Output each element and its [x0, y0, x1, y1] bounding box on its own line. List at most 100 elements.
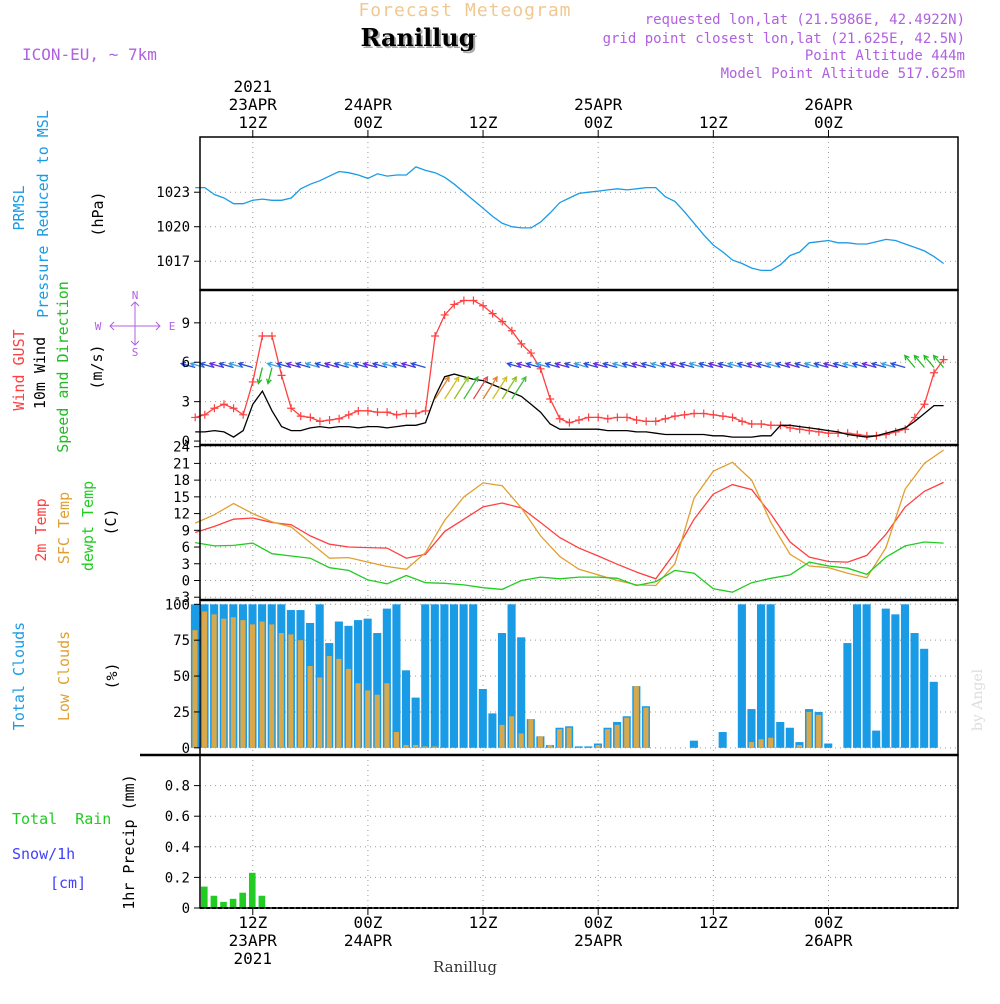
wind-gust-marker	[392, 410, 401, 419]
wind-gust-marker	[440, 310, 449, 319]
pressure-unit: (hPa)	[89, 191, 107, 236]
wind-direction-arrow	[501, 376, 517, 400]
wind-direction-arrowhead	[463, 375, 469, 383]
temperature-series-2m-temp	[195, 481, 944, 580]
wind-gust-marker	[258, 331, 267, 340]
wind-gust-marker	[517, 339, 526, 348]
wind-gust-marker	[248, 377, 257, 386]
temperature-ytick-label: 6	[182, 540, 190, 556]
wind-gust-marker	[527, 349, 536, 358]
low-clouds-bar	[643, 707, 649, 748]
wind-direction-arrowhead	[266, 378, 272, 385]
total-clouds-bar	[910, 633, 919, 748]
point-altitude: Point Altitude 444m	[805, 48, 965, 64]
wind-gust-marker	[383, 408, 392, 417]
clouds-ytick-label: 100	[165, 597, 190, 613]
total-clouds-bar	[900, 604, 910, 748]
wind-gust-marker	[219, 400, 228, 409]
total-clouds-bar	[718, 732, 727, 748]
temperature-series-dewpt-temp	[195, 541, 944, 593]
wind-direction-arrow	[660, 362, 676, 369]
precip-ytick-label: 0.8	[165, 779, 190, 795]
total-clouds-bar	[449, 604, 459, 748]
wind-direction-arrow	[852, 362, 868, 369]
wind-gust-marker	[402, 409, 411, 418]
low-clouds-bar	[432, 746, 438, 748]
temperature-ytick-label: 3	[182, 557, 190, 573]
low-clouds-bar	[374, 694, 380, 748]
wind-gust-marker	[296, 412, 305, 421]
requested-coords: requested lon,lat (21.5986E, 42.4922N)	[645, 12, 965, 28]
low-clouds-bar	[384, 683, 390, 748]
wind-direction-arrow	[718, 362, 733, 369]
location-title: Ranillug	[360, 23, 475, 52]
low-clouds-bar	[345, 668, 352, 748]
low-clouds-bar	[297, 640, 304, 748]
wind-gust-marker	[469, 296, 478, 305]
wind-gust-marker	[546, 395, 555, 404]
wind-direction-arrow	[913, 355, 925, 368]
wind-direction-arrow	[612, 362, 628, 369]
top-time-label: 00Z	[584, 113, 613, 132]
wind-direction-arrowhead	[218, 361, 225, 368]
bottom-time-label: 25APR	[574, 931, 623, 950]
top-time-label: 24APR	[344, 95, 393, 114]
precip-labels: Total Rain Snow/1h [cm] 1hr Precip (mm)	[12, 774, 138, 909]
temperature-ytick-label: 21	[173, 456, 190, 472]
wind-direction-arrow	[651, 362, 666, 369]
total-clouds-bar	[363, 618, 372, 748]
wind-direction-arrow	[933, 355, 945, 368]
low-clouds-bar	[259, 621, 265, 748]
wind-gust-marker	[239, 410, 248, 419]
wind-direction-arrowhead	[621, 361, 628, 368]
wind-direction-arrow	[593, 362, 608, 369]
precip-label-rain: Total Rain	[12, 810, 111, 828]
wind-direction-arrowhead	[640, 361, 647, 368]
low-clouds-bar	[806, 711, 812, 748]
wind-gust-marker	[191, 413, 200, 422]
wind-direction-arrow	[603, 362, 618, 369]
top-time-label: 00Z	[353, 113, 382, 132]
total-clouds-bar	[747, 709, 756, 748]
wind-direction-arrow	[833, 362, 848, 369]
wind-direction-arrow	[472, 376, 489, 400]
wind-direction-arrowhead	[736, 361, 743, 368]
low-clouds-bar	[758, 739, 764, 748]
bottom-time-label: 12Z	[699, 913, 728, 932]
compass-n: N	[132, 289, 139, 302]
temperature-ytick-label: 24	[173, 440, 190, 456]
wind-direction-arrow	[392, 362, 407, 369]
temperature-ytick-label: 9	[182, 523, 190, 539]
wind-direction-arrow	[200, 362, 215, 369]
wind-direction-arrow	[511, 376, 527, 400]
wind-direction-arrowhead	[237, 361, 244, 368]
rain-bar	[201, 886, 208, 908]
wind-direction-arrowhead	[554, 361, 561, 368]
low-clouds-bar	[547, 744, 553, 748]
wind-direction-arrow	[670, 362, 685, 369]
wind-direction-arrow	[545, 362, 560, 369]
total-clouds-bar	[430, 604, 439, 748]
wind-direction-arrow	[775, 362, 791, 369]
temperature-ytick-label: 18	[173, 473, 190, 489]
location-title-shadow: Ranillug	[362, 25, 477, 54]
low-clouds-bar	[365, 690, 371, 748]
wind-direction-arrow	[453, 376, 469, 400]
temp-label-2m: 2m Temp	[32, 498, 50, 561]
wind-gust-marker	[335, 414, 344, 423]
wind-direction-arrow	[526, 362, 541, 369]
wind-gust-marker	[459, 296, 468, 305]
total-clouds-bar	[843, 643, 852, 748]
wind-direction-arrowhead	[544, 361, 551, 368]
wind-direction-arrow	[804, 362, 820, 369]
wind-direction-arrowhead	[371, 361, 379, 368]
wind-gust-marker	[306, 413, 315, 422]
plot-layer	[179, 166, 948, 908]
wind-direction-arrow	[334, 362, 349, 369]
wind-gust-marker	[910, 413, 919, 422]
low-clouds-bar	[796, 744, 802, 748]
grid-layer	[200, 137, 958, 909]
total-clouds-bar	[920, 648, 929, 748]
wind-direction-arrow	[228, 362, 244, 369]
bottom-time-label: 2021	[234, 949, 273, 968]
